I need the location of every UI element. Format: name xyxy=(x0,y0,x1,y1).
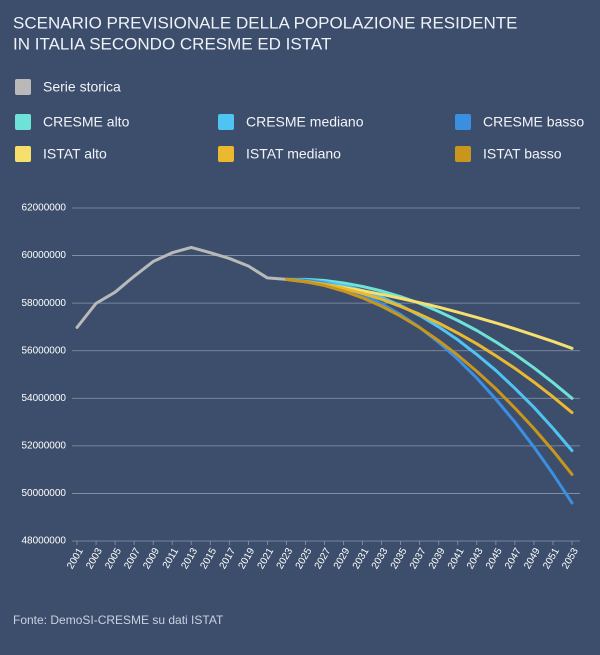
legend-swatch xyxy=(455,114,471,130)
y-tick-label: 50000000 xyxy=(22,488,67,499)
y-tick-label: 62000000 xyxy=(22,203,67,214)
y-tick-label: 52000000 xyxy=(22,440,67,451)
x-tick-label: 2019 xyxy=(237,546,258,571)
legend-label: ISTAT basso xyxy=(483,146,562,162)
x-tick-label: 2005 xyxy=(103,546,124,571)
x-tick-label: 2051 xyxy=(541,546,562,571)
y-tick-label: 60000000 xyxy=(22,250,67,261)
chart-title: IN ITALIA SECONDO CRESME ED ISTAT xyxy=(13,34,331,53)
x-tick-label: 2001 xyxy=(65,546,86,571)
legend-swatch xyxy=(455,146,471,162)
series-line xyxy=(284,277,574,400)
legend-label: ISTAT alto xyxy=(43,146,107,162)
legend-label: CRESME mediano xyxy=(246,114,364,130)
x-tick-label: 2033 xyxy=(370,546,391,571)
x-tick-label: 2037 xyxy=(408,546,429,571)
x-tick-label: 2053 xyxy=(560,546,581,571)
y-tick-label: 48000000 xyxy=(22,536,67,547)
series-line xyxy=(284,277,574,505)
y-tick-label: 58000000 xyxy=(22,298,67,309)
x-tick-label: 2007 xyxy=(122,546,143,571)
x-tick-label: 2017 xyxy=(218,546,239,571)
x-tick-label: 2045 xyxy=(484,546,505,571)
y-tick-label: 56000000 xyxy=(22,345,67,356)
legend-swatch xyxy=(218,146,234,162)
x-tick-label: 2013 xyxy=(179,546,200,571)
x-tick-label: 2009 xyxy=(141,546,162,571)
series-line xyxy=(284,277,574,476)
x-tick-label: 2047 xyxy=(503,546,524,571)
x-tick-label: 2025 xyxy=(294,546,315,571)
series-line xyxy=(284,277,574,453)
series-line xyxy=(284,277,574,415)
legend-label: Serie storica xyxy=(43,79,121,95)
x-tick-label: 2027 xyxy=(313,546,334,571)
x-tick-label: 2049 xyxy=(522,546,543,571)
legend-swatch xyxy=(15,114,31,130)
x-tick-label: 2039 xyxy=(427,546,448,571)
legend-label: ISTAT mediano xyxy=(246,146,341,162)
legend-label: CRESME alto xyxy=(43,114,130,130)
x-tick-label: 2031 xyxy=(351,546,372,571)
legend-swatch xyxy=(218,114,234,130)
x-tick-label: 2021 xyxy=(256,546,277,571)
series-line xyxy=(284,277,574,350)
x-tick-label: 2003 xyxy=(84,546,105,571)
x-tick-label: 2029 xyxy=(332,546,353,571)
x-tick-label: 2015 xyxy=(199,546,220,571)
legend-swatch xyxy=(15,79,31,95)
y-tick-label: 54000000 xyxy=(22,393,67,404)
series-line xyxy=(75,245,288,329)
x-tick-label: 2041 xyxy=(446,546,467,571)
x-tick-label: 2011 xyxy=(161,546,181,571)
x-tick-label: 2043 xyxy=(465,546,486,571)
legend-swatch xyxy=(15,146,31,162)
legend-label: CRESME basso xyxy=(483,114,584,130)
source-note: Fonte: DemoSI-CRESME su dati ISTAT xyxy=(13,613,224,627)
chart-title: SCENARIO PREVISIONALE DELLA POPOLAZIONE … xyxy=(13,13,517,32)
x-tick-label: 2023 xyxy=(275,546,296,571)
x-tick-label: 2035 xyxy=(389,546,410,571)
